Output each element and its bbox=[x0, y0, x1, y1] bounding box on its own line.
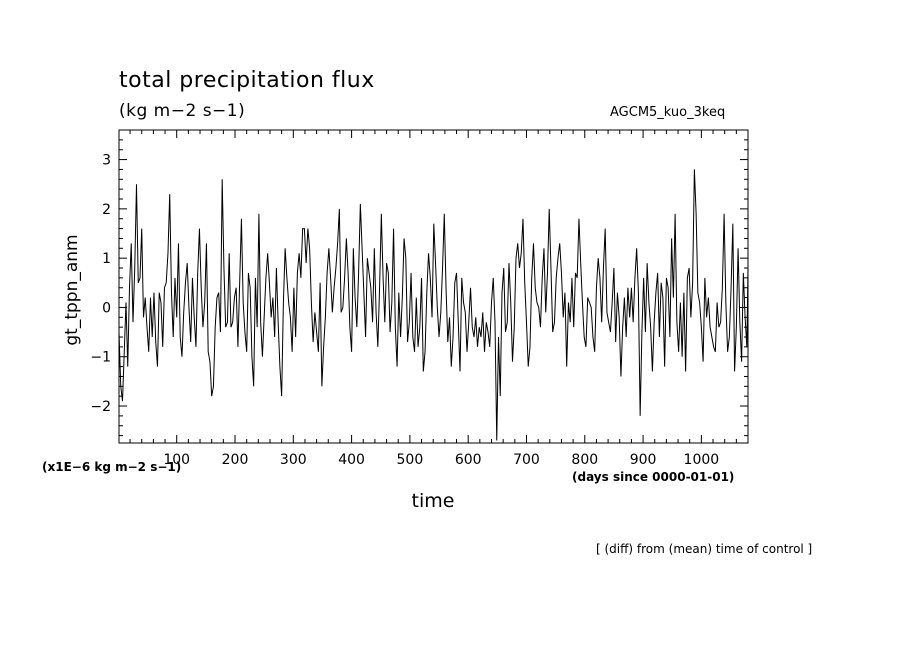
y-tick-label: −1 bbox=[90, 350, 111, 366]
scale-note: (x1E−6 kg m−2 s−1) bbox=[42, 460, 182, 474]
x-axis-label: time bbox=[411, 490, 455, 512]
y-tick-label: 2 bbox=[102, 202, 111, 218]
plot-frame bbox=[118, 129, 749, 444]
chart-units: (kg m−2 s−1) bbox=[119, 101, 246, 121]
y-tick-label: 0 bbox=[102, 300, 111, 316]
x-tick-label: 500 bbox=[397, 452, 424, 468]
axis-tick-labels: 100 200 300 400 500 600 700 800 900 1000 −2 −1 0 1 2 3 bbox=[90, 153, 719, 468]
series-group bbox=[118, 130, 749, 441]
series-line bbox=[118, 130, 749, 441]
x-tick-label: 600 bbox=[455, 452, 482, 468]
chart-title: total precipitation flux bbox=[119, 68, 375, 93]
x-tick-label: 800 bbox=[571, 452, 598, 468]
y-tick-label: −2 bbox=[90, 399, 111, 415]
footnote: [ (diff) from (mean) time of control ] bbox=[596, 542, 813, 556]
y-tick-label: 1 bbox=[102, 251, 111, 267]
y-tick-label: 3 bbox=[102, 153, 111, 169]
x-tick-label: 900 bbox=[630, 452, 657, 468]
x-tick-label: 100 bbox=[163, 452, 190, 468]
x-tick-label: 400 bbox=[338, 452, 365, 468]
x-tick-label: 200 bbox=[222, 452, 249, 468]
x-tick-label: 300 bbox=[280, 452, 307, 468]
x-axis-unit: (days since 0000-01-01) bbox=[572, 470, 735, 484]
x-tick-label: 1000 bbox=[684, 452, 720, 468]
model-label: AGCM5_kuo_3keq bbox=[610, 105, 726, 120]
x-tick-label: 700 bbox=[513, 452, 540, 468]
axis-ticks bbox=[119, 129, 748, 443]
